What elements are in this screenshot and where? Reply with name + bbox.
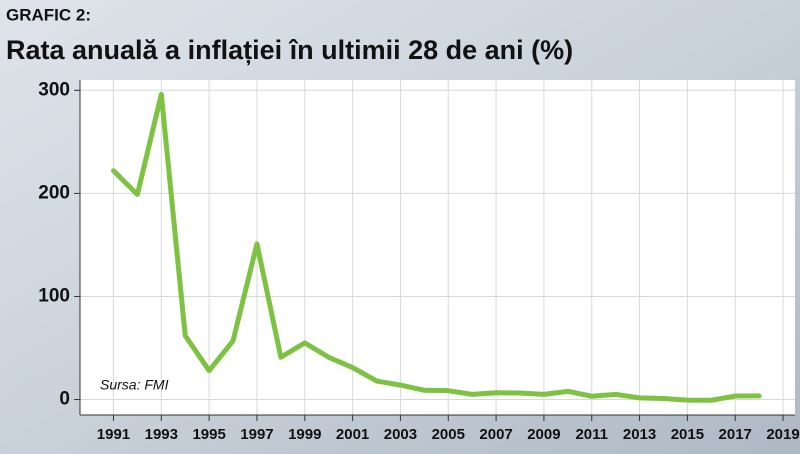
y-tick-label: 200	[38, 182, 70, 203]
x-tick-label: 2001	[336, 426, 369, 443]
x-tick-label: 2003	[384, 426, 417, 443]
x-tick-label: 1991	[97, 426, 130, 443]
x-tick-label: 1999	[288, 426, 321, 443]
x-tick-label: 2017	[719, 426, 752, 443]
x-tick-label: 2019	[766, 426, 799, 443]
y-tick-label: 100	[38, 285, 70, 306]
x-tick-label: 2005	[432, 426, 465, 443]
data-line	[110, 91, 762, 403]
chart-title: Rata anuală a inflației în ultimii 28 de…	[6, 35, 573, 65]
x-tick-label: 2013	[623, 426, 656, 443]
y-tick-label: 0	[59, 389, 70, 410]
x-tick-label: 2011	[575, 426, 608, 443]
x-tick-label: 2015	[671, 426, 704, 443]
x-tick-label: 1993	[145, 426, 178, 443]
annotation: Sursa: FMI	[100, 377, 169, 393]
x-tick-label: 2009	[527, 426, 560, 443]
x-tick-label: 1995	[192, 426, 225, 443]
x-tick-label: 2007	[479, 426, 512, 443]
y-tick-label: 300	[38, 79, 70, 100]
kicker: GRAFIC 2:	[6, 5, 91, 24]
x-tick-label: 1997	[240, 426, 273, 443]
